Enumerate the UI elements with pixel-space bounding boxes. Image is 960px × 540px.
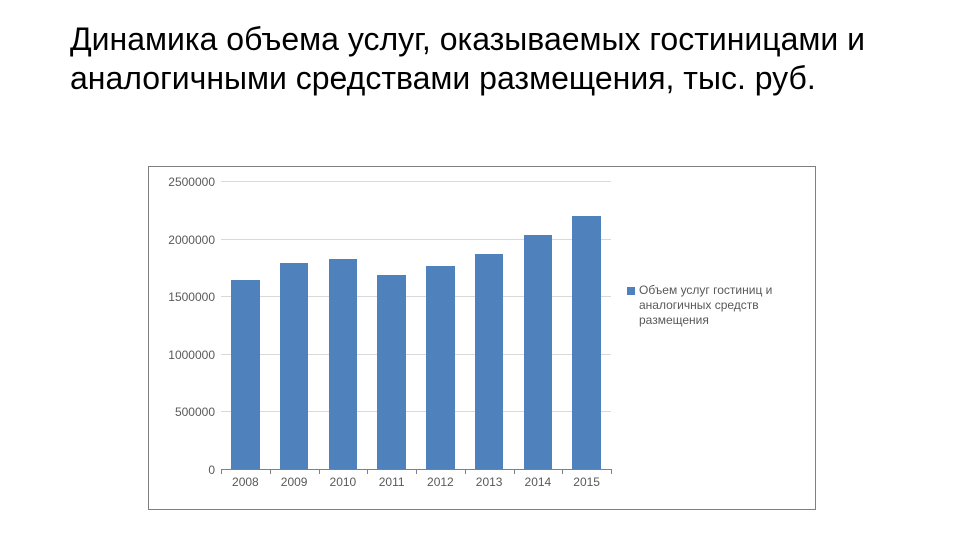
x-tick xyxy=(416,469,417,474)
legend-label: Объем услуг гостиниц и аналогичных средс… xyxy=(639,283,807,328)
x-tick xyxy=(562,469,563,474)
legend: Объем услуг гостиниц и аналогичных средс… xyxy=(627,283,807,328)
x-tick xyxy=(319,469,320,474)
x-tick-label: 2008 xyxy=(232,469,259,489)
x-tick xyxy=(221,469,222,474)
bar-slot: 2011 xyxy=(367,181,416,469)
bar xyxy=(377,275,405,469)
bar-slot: 2008 xyxy=(221,181,270,469)
slide-title: Динамика объема услуг, оказываемых гости… xyxy=(70,20,890,98)
bar-slot: 2014 xyxy=(514,181,563,469)
bars-group: 20082009201020112012201320142015 xyxy=(221,181,611,469)
x-tick-label: 2012 xyxy=(427,469,454,489)
bar-slot: 2012 xyxy=(416,181,465,469)
bar xyxy=(524,235,552,469)
bar xyxy=(329,259,357,469)
y-tick-label: 2500000 xyxy=(168,175,221,189)
y-tick-label: 1000000 xyxy=(168,348,221,362)
legend-swatch xyxy=(627,287,635,295)
x-tick xyxy=(367,469,368,474)
y-tick-label: 0 xyxy=(208,463,221,477)
x-tick xyxy=(270,469,271,474)
bar-slot: 2010 xyxy=(319,181,368,469)
bar xyxy=(426,266,454,469)
bar xyxy=(231,280,259,469)
x-tick-label: 2014 xyxy=(525,469,552,489)
x-tick xyxy=(465,469,466,474)
bar xyxy=(280,263,308,469)
y-tick-label: 2000000 xyxy=(168,233,221,247)
slide: Динамика объема услуг, оказываемых гости… xyxy=(0,0,960,540)
x-tick xyxy=(611,469,612,474)
x-tick-label: 2009 xyxy=(281,469,308,489)
bar-slot: 2015 xyxy=(562,181,611,469)
x-tick-label: 2011 xyxy=(379,469,405,489)
x-tick-label: 2013 xyxy=(476,469,503,489)
y-tick-label: 1500000 xyxy=(168,290,221,304)
bar xyxy=(572,216,600,469)
x-tick-label: 2010 xyxy=(330,469,357,489)
bar-slot: 2013 xyxy=(465,181,514,469)
chart-container: 0 500000 1000000 1500000 2000000 2500000 2008… xyxy=(148,166,816,510)
y-tick-label: 500000 xyxy=(175,405,221,419)
bar-slot: 2009 xyxy=(270,181,319,469)
x-tick xyxy=(514,469,515,474)
bar xyxy=(475,254,503,469)
plot-area: 05000001000000150000020000002500000 2008… xyxy=(221,181,611,469)
x-tick-label: 2015 xyxy=(573,469,600,489)
